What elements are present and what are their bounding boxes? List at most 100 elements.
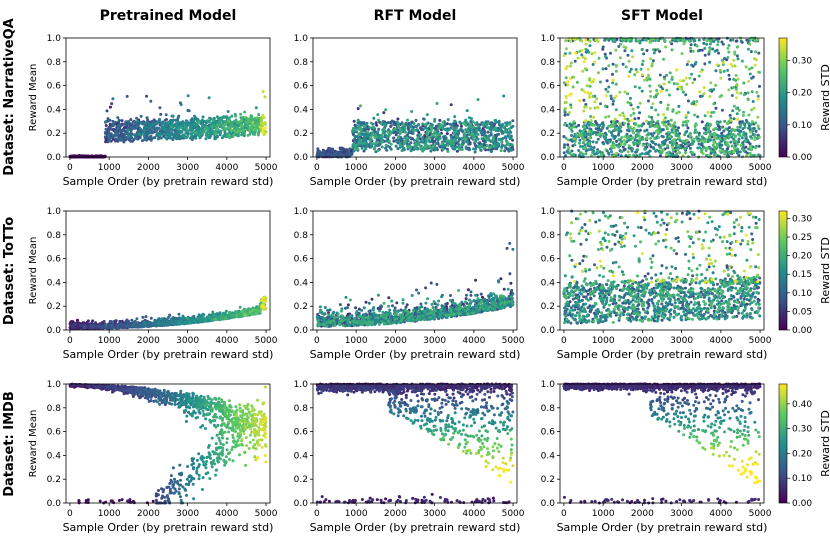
data-point	[384, 139, 388, 143]
data-point	[641, 73, 644, 77]
data-point	[718, 68, 722, 72]
data-point	[645, 137, 649, 140]
data-point	[400, 137, 404, 141]
data-point	[588, 77, 592, 80]
data-point	[580, 48, 584, 52]
data-point	[104, 127, 108, 131]
data-point	[659, 100, 663, 104]
data-point	[697, 74, 701, 78]
data-point	[246, 123, 250, 127]
data-point	[637, 130, 641, 134]
data-point	[753, 39, 757, 43]
data-point	[631, 55, 634, 59]
data-point	[691, 49, 695, 53]
data-point	[253, 124, 257, 128]
data-point	[643, 147, 647, 151]
data-point	[194, 131, 198, 135]
data-point	[735, 112, 739, 116]
data-point	[187, 109, 191, 113]
data-point	[141, 121, 145, 125]
data-point	[686, 111, 690, 115]
data-point	[754, 121, 758, 125]
data-point	[719, 76, 723, 80]
data-point	[666, 130, 670, 134]
data-point	[197, 121, 201, 125]
data-point	[749, 130, 753, 134]
data-point	[735, 39, 739, 43]
data-point	[589, 80, 593, 84]
data-point	[138, 127, 142, 131]
data-point	[438, 136, 442, 140]
y-tick-label: 0.4	[47, 105, 62, 115]
data-point	[433, 119, 437, 123]
data-point	[425, 137, 429, 141]
data-point	[708, 95, 712, 98]
data-point	[209, 130, 213, 134]
data-point	[743, 122, 746, 126]
data-point	[571, 85, 575, 89]
data-point	[703, 37, 706, 40]
data-point	[633, 117, 637, 121]
data-point	[742, 93, 746, 97]
data-point	[511, 124, 515, 128]
data-point	[709, 81, 713, 85]
data-point	[700, 148, 704, 152]
data-point	[590, 52, 594, 56]
data-point	[684, 151, 687, 155]
data-point	[591, 150, 595, 154]
x-tick-label: 2000	[137, 163, 160, 173]
data-point	[757, 144, 761, 148]
data-point	[477, 144, 481, 148]
data-point	[566, 83, 570, 87]
data-point	[612, 39, 616, 42]
x-tick-label: 3000	[423, 163, 446, 173]
data-point	[222, 124, 226, 128]
data-point	[186, 134, 190, 138]
data-point	[604, 67, 608, 71]
data-point	[623, 49, 627, 53]
data-point	[713, 136, 717, 140]
data-point	[108, 125, 112, 129]
data-point	[744, 139, 747, 143]
data-point	[403, 127, 407, 131]
x-tick-label: 1000	[98, 163, 121, 173]
data-point	[572, 75, 576, 79]
data-point	[424, 144, 428, 148]
data-point	[567, 145, 571, 149]
data-point	[618, 113, 622, 117]
data-point	[700, 135, 704, 139]
data-point	[653, 137, 657, 140]
data-point	[69, 321, 73, 325]
data-point	[756, 38, 760, 42]
data-point	[644, 152, 647, 156]
data-point	[215, 134, 219, 138]
data-point	[110, 320, 113, 324]
data-point	[657, 84, 661, 88]
data-point	[590, 130, 594, 134]
data-point	[417, 123, 420, 127]
data-point	[747, 113, 751, 117]
data-point	[363, 141, 367, 145]
data-point	[465, 128, 469, 132]
data-point	[693, 113, 697, 117]
data-point	[582, 98, 586, 102]
data-point	[224, 127, 228, 131]
data-point	[222, 115, 226, 119]
data-point	[712, 140, 716, 144]
data-point	[727, 150, 731, 154]
data-point	[82, 326, 86, 330]
data-point	[491, 138, 495, 142]
data-point	[713, 49, 717, 53]
data-point	[750, 90, 754, 94]
data-point	[108, 139, 112, 143]
data-point	[666, 144, 669, 147]
y-tick-label: 0.2	[294, 129, 308, 139]
data-point	[198, 133, 202, 137]
data-point	[604, 148, 608, 152]
data-point	[609, 94, 613, 98]
data-point	[637, 116, 641, 120]
data-point	[392, 136, 396, 140]
data-point	[507, 127, 511, 131]
data-point	[566, 138, 570, 142]
data-point	[263, 95, 267, 99]
